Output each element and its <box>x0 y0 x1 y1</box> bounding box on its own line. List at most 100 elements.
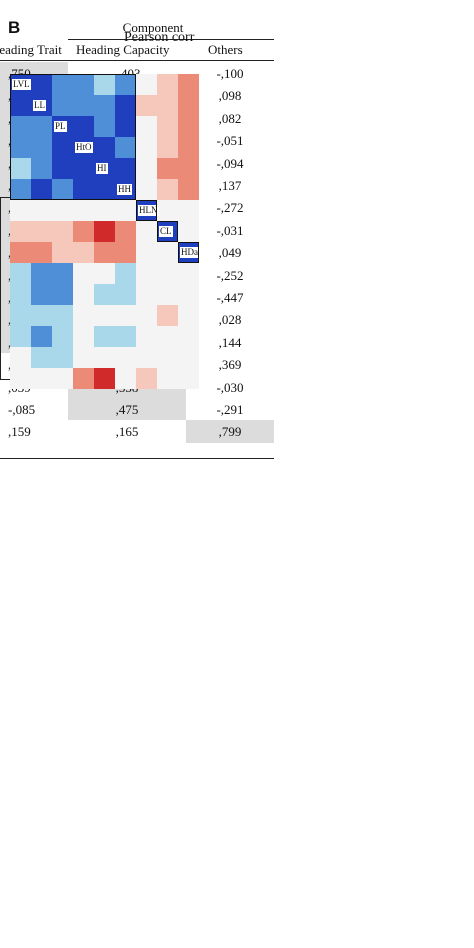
heatmap-cell <box>115 137 136 158</box>
heatmap-cell <box>31 284 52 305</box>
heatmap-cell <box>52 263 73 284</box>
heatmap-cell <box>136 74 157 95</box>
heatmap-cell <box>115 242 136 263</box>
group-header: Component <box>122 20 184 35</box>
heatmap-cell <box>10 263 31 284</box>
heatmap-cell <box>136 263 157 284</box>
heatmap-cell <box>178 158 199 179</box>
heatmap-cell <box>73 116 94 137</box>
table-cell: ,098 <box>218 88 242 104</box>
heatmap-cell <box>115 116 136 137</box>
heatmap-cell <box>157 116 178 137</box>
heatmap-cell <box>115 368 136 389</box>
heatmap-cell <box>94 284 115 305</box>
heatmap-cell <box>178 347 199 368</box>
heatmap-cell <box>73 347 94 368</box>
table-cell: ,475 <box>115 402 139 417</box>
matrix-label: HLN <box>138 205 159 216</box>
heatmap-cell <box>73 221 94 242</box>
heatmap-cell <box>157 347 178 368</box>
heatmap-cell <box>52 326 73 347</box>
table-cell: -,031 <box>216 222 244 238</box>
table-cell: ,137 <box>218 178 242 193</box>
heatmap-cell <box>31 305 52 326</box>
shaded-cell <box>186 420 274 443</box>
cluster-box <box>157 221 178 242</box>
heatmap-cell <box>115 95 136 116</box>
heatmap-cell <box>136 305 157 326</box>
heatmap-cell <box>52 95 73 116</box>
matrix-label: HDa <box>180 247 199 258</box>
cluster-box <box>10 74 136 200</box>
heatmap-cell <box>10 137 31 158</box>
heatmap-cell <box>157 179 178 200</box>
heatmap-cell <box>94 116 115 137</box>
table-bottom-rule <box>0 458 274 459</box>
heatmap-cell <box>178 116 199 137</box>
heatmap-cell <box>73 200 94 221</box>
heatmap-cell <box>157 326 178 347</box>
heatmap-cell <box>178 179 199 200</box>
heatmap-cell <box>52 347 73 368</box>
heatmap-cell <box>94 305 115 326</box>
heatmap-cell <box>178 200 199 221</box>
heatmap-cell <box>115 347 136 368</box>
heatmap-cell <box>52 200 73 221</box>
heatmap-cell <box>10 158 31 179</box>
heatmap-cell <box>136 326 157 347</box>
heatmap-cell <box>10 95 31 116</box>
heatmap-cell <box>136 137 157 158</box>
heatmap-cell <box>136 158 157 179</box>
heatmap-cell <box>178 221 199 242</box>
table-cell: -,272 <box>216 200 244 216</box>
header-rule <box>68 39 274 40</box>
heatmap-cell <box>115 284 136 305</box>
heatmap-cell <box>94 137 115 158</box>
table-cell: ,799 <box>218 424 242 440</box>
heatmap-cell <box>94 221 115 242</box>
panel-b-label: B <box>8 18 21 37</box>
matrix-label: LL <box>33 100 46 111</box>
heatmap-cell <box>10 242 31 263</box>
table-cell: ,144 <box>218 334 242 350</box>
heatmap-cell <box>178 305 199 326</box>
heatmap-cell <box>157 242 178 263</box>
heatmap-cell <box>178 263 199 284</box>
col-header-heading-trait: Heading Trait <box>0 42 62 57</box>
table-cell: ,082 <box>218 110 242 126</box>
heatmap-cell <box>31 263 52 284</box>
heatmap-cell <box>94 263 115 284</box>
heatmap-cell <box>178 137 199 158</box>
heatmap-cell <box>157 284 178 305</box>
heatmap-cell <box>94 179 115 200</box>
heatmap-cell <box>31 242 52 263</box>
table-cell: ,369 <box>218 357 242 373</box>
heatmap-cell <box>31 158 52 179</box>
table-cell: ,028 <box>218 312 242 328</box>
heatmap-cell <box>73 74 94 95</box>
heatmap-cell <box>52 137 73 158</box>
heatmap-cell <box>10 347 31 368</box>
heatmap-cell <box>31 137 52 158</box>
heatmap-cell <box>157 263 178 284</box>
heatmap-cell <box>136 95 157 116</box>
heatmap-cell <box>94 200 115 221</box>
heatmap-cell <box>10 326 31 347</box>
heatmap-cell <box>31 347 52 368</box>
table-cell: -,094 <box>216 155 244 171</box>
heatmap-cell <box>73 326 94 347</box>
heatmap-cell <box>157 305 178 326</box>
matrix-label: CL <box>159 226 173 237</box>
heatmap-cell <box>31 74 52 95</box>
heatmap-cell <box>136 179 157 200</box>
heatmap-cell <box>73 179 94 200</box>
table-cell: -,291 <box>216 402 244 417</box>
cluster-box <box>178 242 199 263</box>
heatmap-cell <box>115 74 136 95</box>
col-header-heading-capacity: Heading Capacity <box>76 42 170 57</box>
heatmap-cell <box>31 221 52 242</box>
heatmap-cell <box>52 158 73 179</box>
heatmap-cell <box>94 368 115 389</box>
heatmap-cell <box>157 95 178 116</box>
heatmap-cell <box>178 74 199 95</box>
